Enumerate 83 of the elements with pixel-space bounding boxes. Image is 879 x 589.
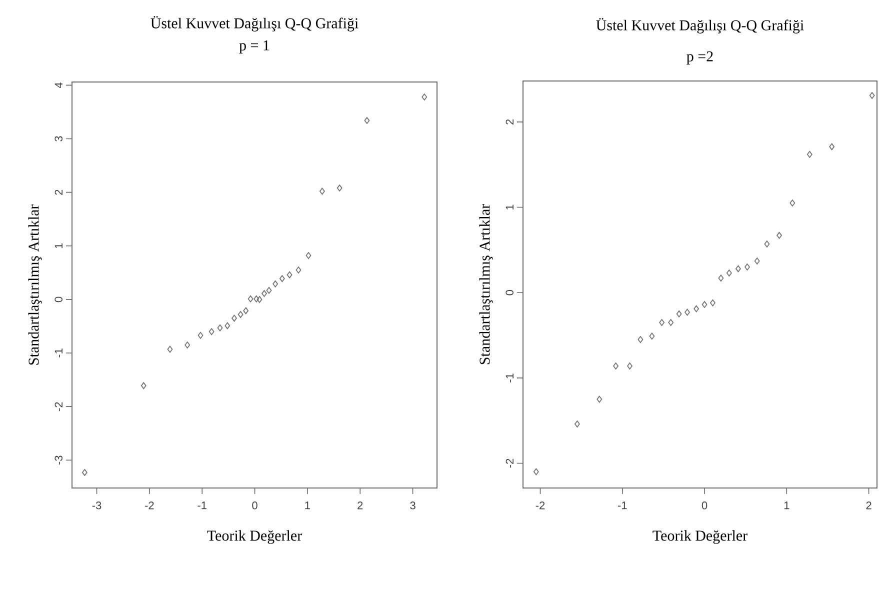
x-tick-label: 1 xyxy=(784,502,790,510)
point xyxy=(243,307,249,314)
y-tick-label: -1 xyxy=(54,348,62,358)
chart-title: Üstel Kuvvet Dağılışı Q-Q Grafiği xyxy=(150,16,358,32)
point xyxy=(776,232,782,239)
x-tick-label: -1 xyxy=(198,502,206,510)
x-tick-label: -2 xyxy=(536,502,545,510)
point xyxy=(790,200,796,206)
point xyxy=(286,271,292,278)
point xyxy=(869,92,875,99)
point xyxy=(208,328,214,336)
point xyxy=(422,94,428,100)
y-tick-label: 1 xyxy=(54,243,62,248)
chart-subtitle: p =2 xyxy=(686,51,713,64)
point xyxy=(596,396,602,403)
point xyxy=(306,252,312,259)
x-tick-label: 0 xyxy=(702,502,708,510)
point xyxy=(702,301,708,308)
point xyxy=(764,240,770,248)
y-tick-label: -2 xyxy=(506,458,514,468)
y-axis-title: Standartlaştırılmış Artıklar xyxy=(479,204,493,364)
point xyxy=(533,468,539,476)
point xyxy=(198,332,204,339)
x-tick-label: 1 xyxy=(305,502,310,510)
point xyxy=(574,420,580,428)
y-tick-label: 4 xyxy=(54,82,62,88)
point xyxy=(217,324,223,332)
point xyxy=(684,308,690,316)
x-tick-label: 2 xyxy=(358,502,363,510)
point xyxy=(232,314,237,322)
point xyxy=(754,258,760,264)
point xyxy=(668,319,674,326)
point xyxy=(262,290,267,298)
point xyxy=(82,469,88,476)
point xyxy=(319,188,325,195)
y-axis-title: Standartlaştırılmış Artıklar xyxy=(28,204,42,365)
point xyxy=(638,336,644,343)
y-tick-label: 0 xyxy=(506,290,514,296)
point xyxy=(336,184,342,192)
point xyxy=(279,275,285,282)
point xyxy=(272,280,278,288)
x-tick-label: 3 xyxy=(410,502,416,510)
point xyxy=(710,299,716,306)
x-axis-title: Teorik Değerler xyxy=(652,530,748,544)
point xyxy=(694,305,700,312)
x-tick-label: -3 xyxy=(92,502,102,510)
y-tick-label: -1 xyxy=(506,374,514,382)
x-tick-label: 2 xyxy=(866,502,872,510)
chart-title: Üstel Kuvvet Dağılışı Q-Q Grafiği xyxy=(596,18,804,34)
point xyxy=(735,265,741,272)
point xyxy=(254,295,260,302)
x-tick-label: -1 xyxy=(618,502,627,510)
point xyxy=(659,319,665,326)
point xyxy=(806,150,812,158)
point xyxy=(296,266,302,274)
chart-subtitle: p = 1 xyxy=(239,40,270,54)
y-tick-label: -2 xyxy=(54,402,62,411)
point xyxy=(256,296,262,303)
point xyxy=(364,117,370,124)
x-tick-label: 0 xyxy=(252,502,258,510)
point xyxy=(744,264,750,270)
y-tick-label: -3 xyxy=(54,456,62,465)
point xyxy=(184,342,190,348)
x-tick-label: -2 xyxy=(145,502,154,510)
y-tick-label: 1 xyxy=(506,204,514,210)
point xyxy=(726,270,732,276)
point xyxy=(613,362,619,370)
point xyxy=(649,332,655,340)
point xyxy=(718,274,724,282)
y-tick-label: 2 xyxy=(54,190,62,195)
point xyxy=(266,286,272,294)
y-tick-label: 2 xyxy=(506,119,514,124)
point xyxy=(627,362,632,370)
point xyxy=(829,143,835,150)
y-tick-label: 0 xyxy=(54,296,62,302)
point xyxy=(140,382,146,390)
x-axis-title: Teorik Değerler xyxy=(207,530,302,544)
point xyxy=(167,346,173,353)
point xyxy=(676,310,682,318)
point xyxy=(248,295,254,302)
point xyxy=(238,311,244,318)
point xyxy=(224,322,230,330)
y-tick-label: 3 xyxy=(54,136,62,142)
